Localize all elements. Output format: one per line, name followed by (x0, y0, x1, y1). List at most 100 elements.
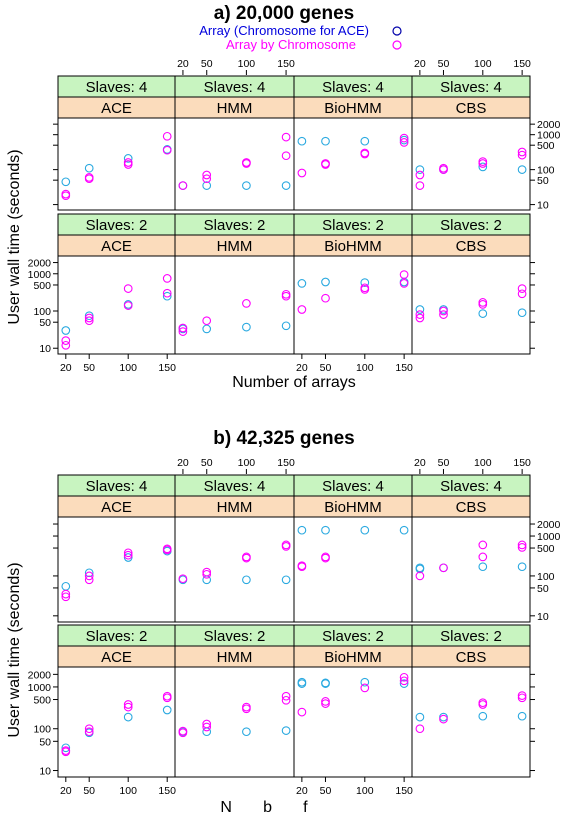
point-b-r0c3-s2-3 (478, 540, 488, 550)
point-b-r0c1-s2-4 (242, 552, 251, 562)
xtick-label-bottom-b-c0-0: 20 (60, 785, 72, 797)
point-b-r1c0-s2-7 (162, 691, 172, 701)
point-b-r1c1-s2-5 (242, 702, 251, 712)
point-b-r0c1-s1-3 (281, 575, 291, 585)
xtick-label-top-a-c1-3: 150 (277, 58, 295, 70)
point-b-r1c2-s2-0 (297, 707, 307, 717)
strip-method-label-a-r1c3: CBS (456, 238, 487, 255)
ytick-label-right-a-r0c3-1: 50 (537, 175, 549, 187)
chart-a-ylabel: User wall time (seconds) (6, 149, 23, 324)
point-a-r1c3-s2-3 (439, 306, 448, 316)
point-a-r1c2-s2-5 (399, 270, 409, 279)
panel-frame-a-r1c3 (411, 255, 531, 355)
point-a-r1c0-s2-2 (84, 316, 94, 326)
chart-b-xlabel: N b f (220, 799, 308, 816)
strip-slaves-label-b-r0c0: Slaves: 4 (86, 478, 148, 495)
point-b-r1c0-s1-2 (123, 712, 133, 722)
point-a-r0c2-s2-4 (360, 148, 370, 158)
point-b-r0c0-s1-1 (84, 568, 94, 578)
strip-method-label-b-r1c0: ACE (101, 649, 132, 666)
point-b-r1c2-s1-3 (321, 678, 330, 688)
point-b-r0c0-s1-2 (123, 553, 133, 562)
point-b-r0c3-s2-0 (415, 571, 425, 581)
ytick-label-left-b-r1c0-3: 500 (33, 695, 51, 707)
point-a-r1c3-s2-5 (478, 298, 488, 307)
xtick-label-bottom-a-c0-0: 20 (60, 362, 72, 374)
ytick-label-left-a-r1c0-4: 1000 (28, 269, 52, 281)
xtick-label-top-a-c3-2: 100 (474, 58, 492, 70)
xtick-label-top-b-c1-3: 150 (277, 457, 295, 469)
point-a-r0c2-s2-6 (399, 133, 409, 143)
xtick-label-bottom-b-c2-3: 150 (395, 785, 413, 797)
strip-method-label-a-r0c2: BioHMM (324, 100, 382, 117)
ytick-label-left-b-r1c0-4: 1000 (28, 682, 52, 694)
point-a-r1c0-s2-7 (162, 274, 172, 283)
xtick-label-bottom-b-c0-1: 50 (83, 785, 95, 797)
point-a-r1c2-s1-1 (321, 277, 330, 287)
point-b-r0c0-s2-5 (123, 548, 133, 558)
point-a-r1c0-s2-1 (61, 336, 71, 345)
point-b-r1c3-s2-3 (478, 698, 488, 708)
point-a-r0c1-s2-1 (202, 174, 212, 184)
panel-frame-b-r1c3 (411, 666, 531, 778)
point-b-r0c2-s2-1 (297, 561, 307, 571)
point-b-r1c2-s1-5 (399, 679, 409, 688)
ytick-label-left-a-r1c0-1: 50 (39, 317, 51, 329)
point-a-r1c0-s1-3 (162, 291, 172, 301)
point-b-r1c1-s2-3 (202, 719, 212, 729)
strip-slaves-label-a-r1c3: Slaves: 2 (440, 217, 502, 234)
point-b-r1c1-s1-3 (281, 726, 291, 735)
point-b-r0c0-s2-4 (123, 550, 133, 560)
strip-slaves-label-b-r0c2: Slaves: 4 (322, 478, 384, 495)
point-a-r1c0-s2-0 (61, 340, 71, 350)
point-a-r1c1-s2-2 (202, 316, 212, 326)
point-a-r1c3-s2-2 (439, 310, 448, 319)
xtick-label-bottom-a-c2-0: 20 (296, 362, 308, 374)
strip-method-label-b-r0c0: ACE (101, 499, 132, 516)
point-b-r0c1-s2-6 (281, 540, 291, 550)
point-a-r0c1-s2-2 (202, 170, 212, 180)
point-b-r0c2-s1-1 (321, 525, 330, 535)
strip-method-label-a-r0c0: ACE (101, 100, 132, 117)
ytick-label-left-b-r1c0-5: 2000 (28, 669, 52, 681)
strip-slaves-label-a-r0c2: Slaves: 4 (322, 79, 384, 96)
point-a-r0c1-s2-5 (281, 151, 291, 161)
point-b-r1c0-s2-3 (84, 724, 94, 734)
point-a-r0c3-s2-5 (478, 157, 488, 166)
xtick-label-bottom-b-c0-2: 100 (119, 785, 137, 797)
point-b-r0c0-s2-2 (84, 575, 94, 585)
point-b-r0c1-s2-1 (202, 569, 212, 579)
strip-slaves-label-b-r1c0: Slaves: 2 (86, 628, 148, 645)
strip-method-label-b-r0c3: CBS (456, 499, 487, 516)
point-b-r0c3-s2-5 (517, 540, 527, 550)
strip-method-label-a-r1c1: HMM (217, 238, 253, 255)
point-a-r0c0-s2-5 (123, 158, 133, 167)
point-b-r1c3-s2-0 (415, 724, 425, 734)
point-b-r1c1-s2-6 (281, 695, 291, 705)
legend-label-series2: Array by Chromosome (226, 37, 356, 52)
ytick-label-right-b-r0c3-3: 500 (537, 543, 555, 555)
xtick-label-top-b-c1-0: 20 (177, 457, 189, 469)
point-a-r0c3-s2-7 (517, 147, 527, 157)
point-b-r1c0-s2-2 (84, 727, 94, 737)
point-b-r1c2-s1-1 (297, 677, 307, 687)
point-a-r1c1-s1-1 (202, 324, 212, 334)
point-b-r1c2-s2-4 (399, 676, 409, 686)
ytick-label-left-b-r1c0-1: 50 (39, 736, 51, 748)
point-a-r0c0-s2-7 (162, 131, 172, 141)
xtick-label-bottom-a-c2-2: 100 (356, 362, 374, 374)
point-a-r1c2-s2-3 (360, 283, 370, 293)
point-b-r0c3-s1-4 (517, 562, 527, 572)
xtick-label-top-b-c3-2: 100 (474, 457, 492, 469)
point-a-r0c1-s2-4 (242, 158, 251, 167)
ytick-label-right-b-r0c3-5: 2000 (537, 519, 561, 531)
strip-method-label-a-r0c3: CBS (456, 100, 487, 117)
ytick-label-left-a-r1c0-0: 10 (39, 343, 51, 355)
point-a-r1c3-s2-1 (415, 310, 425, 319)
xtick-label-top-b-c1-2: 100 (238, 457, 256, 469)
point-b-r1c1-s2-7 (281, 691, 291, 701)
point-b-r0c0-s2-0 (61, 592, 71, 602)
strip-slaves-label-a-r1c1: Slaves: 2 (204, 217, 266, 234)
point-b-r1c0-s1-3 (162, 705, 172, 715)
